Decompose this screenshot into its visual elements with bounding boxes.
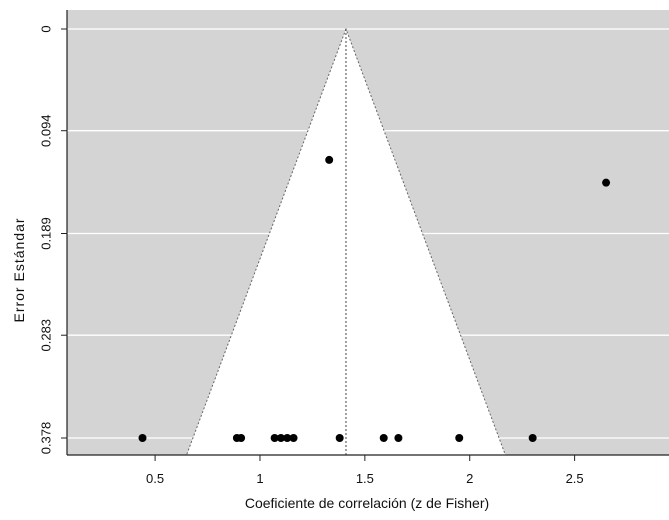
data-point-4 [237, 434, 246, 442]
y-tick-label-4: 0.378 [38, 422, 53, 455]
data-point-13 [528, 434, 537, 442]
data-point-5 [270, 434, 279, 442]
y-tick-label-2: 0.189 [38, 217, 53, 250]
data-point-6 [276, 434, 285, 442]
data-points [138, 155, 611, 442]
data-point-8 [289, 434, 298, 442]
y-axis-title: Error Estándar [11, 217, 27, 322]
data-point-11 [394, 434, 403, 442]
y-tick-label-3: 0.283 [38, 319, 53, 352]
y-tick-label-1: 0.094 [38, 114, 53, 147]
x-tick-label-0: 0.5 [146, 471, 164, 486]
data-point-1 [602, 178, 611, 187]
x-tick-label-2: 1.5 [356, 471, 374, 486]
data-point-10 [379, 434, 388, 442]
data-point-9 [335, 434, 344, 442]
x-axis-ticks: 0.5 1 1.5 2 2.5 [146, 455, 584, 486]
data-point-12 [455, 434, 464, 442]
x-tick-label-4: 2.5 [566, 471, 584, 486]
data-point-0 [325, 155, 334, 164]
y-axis-ticks: 0 0.094 0.189 0.283 0.378 [38, 25, 67, 454]
y-tick-label-0: 0 [38, 25, 53, 32]
x-tick-label-1: 1 [256, 471, 263, 486]
x-tick-label-3: 2 [466, 471, 473, 486]
axes [66, 10, 669, 456]
x-axis-title: Coeficiente de correlación (z de Fisher) [245, 495, 489, 511]
data-point-7 [283, 434, 292, 442]
data-point-2 [138, 434, 147, 442]
